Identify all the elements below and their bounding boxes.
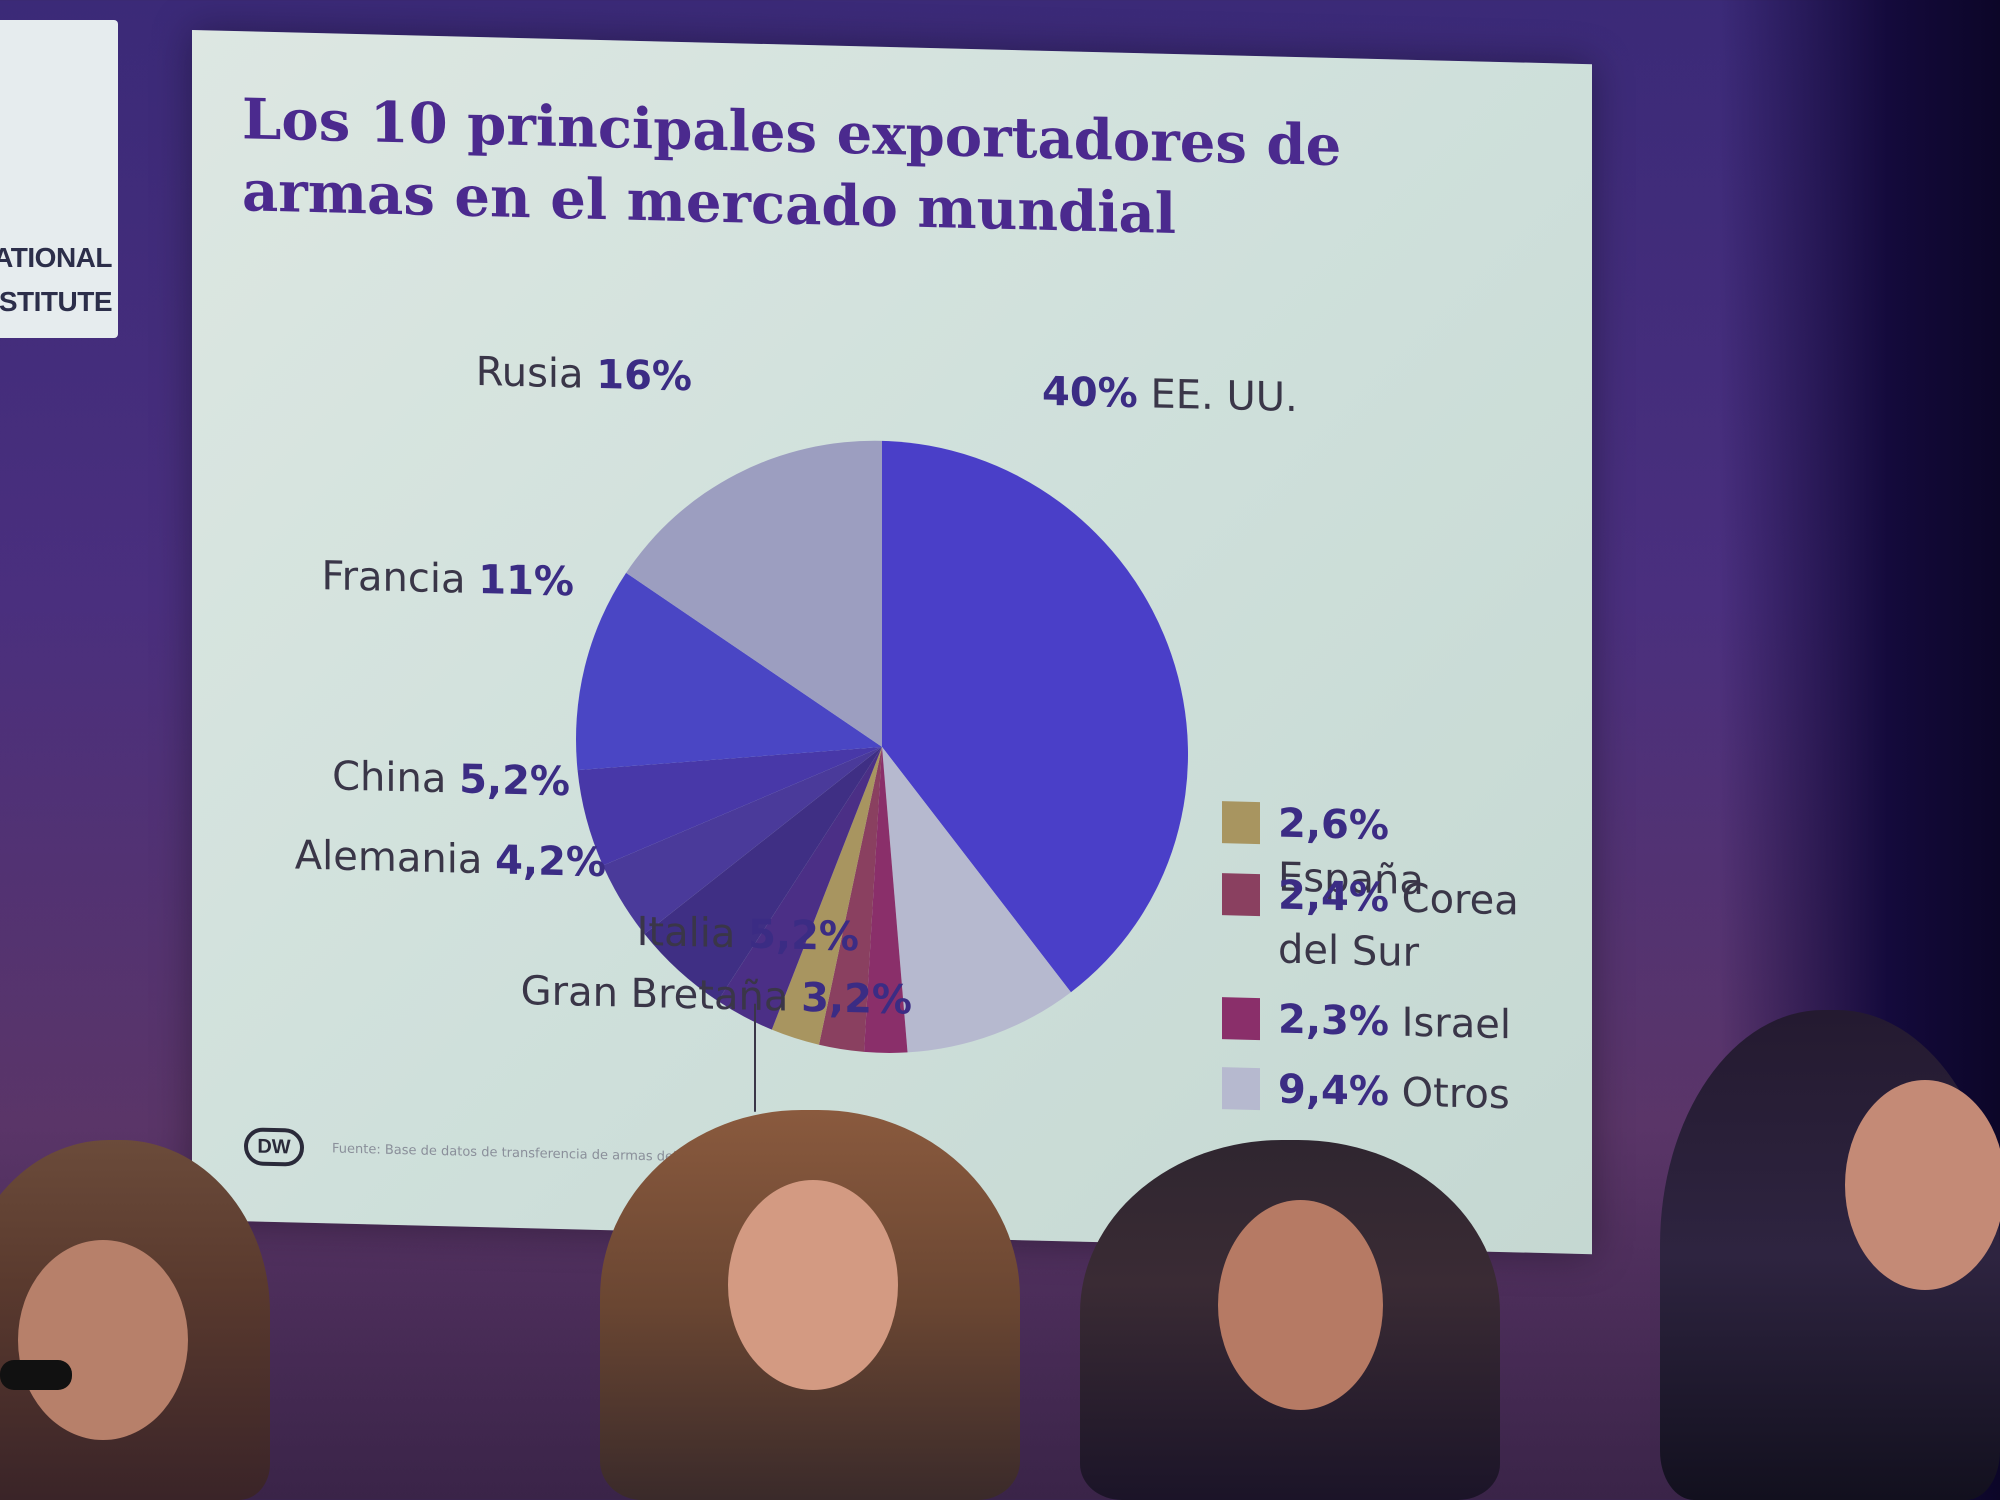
legend-swatch-israel: [1222, 997, 1260, 1041]
label-italia-pct: 5,2%: [748, 911, 859, 961]
side-banner: ATIONAL STITUTE: [0, 20, 118, 338]
legend-otros-name: Otros: [1401, 1069, 1510, 1119]
legend-espana-pct: 2,6%: [1278, 800, 1389, 850]
panelist-3-face: [1218, 1200, 1383, 1410]
label-rusia-name: Rusia: [475, 348, 584, 398]
label-gran-bretana: Gran Bretaña 3,2%: [521, 968, 912, 1024]
projected-slide: Los 10 principales exportadores de armas…: [192, 30, 1592, 1255]
label-eeuu: 40% EE. UU.: [1042, 369, 1298, 421]
label-rusia-pct: 16%: [596, 351, 692, 401]
pie-slice-china: [577, 746, 882, 866]
label-gran-bretana-name: Gran Bretaña: [520, 968, 789, 1021]
label-alemania-name: Alemania: [294, 832, 483, 884]
side-banner-line-1: ATIONAL: [0, 242, 112, 273]
pie-slice-francia: [576, 572, 882, 771]
pie-chart: [576, 440, 1188, 1112]
label-alemania-pct: 4,2%: [495, 837, 606, 887]
pie-slice-otros: [882, 746, 1071, 1053]
label-italia: Italia 5,2%: [637, 909, 859, 960]
label-gran-bretana-pct: 3,2%: [801, 974, 912, 1024]
legend-corea-pct: 2,4%: [1278, 872, 1389, 922]
pie-slice-israel: [864, 746, 908, 1053]
pie-slice-rusia: [626, 440, 882, 747]
label-francia-name: Francia: [321, 553, 466, 603]
legend-israel-pct: 2,3%: [1278, 996, 1389, 1046]
dw-logo: DW: [244, 1127, 304, 1167]
pie-slice-ee-uu: [882, 440, 1188, 993]
pie-slice-italia: [644, 746, 882, 1002]
label-rusia: Rusia 16%: [476, 349, 692, 400]
pie-slice-corea-del-sur: [819, 746, 882, 1052]
panelist-1-face: [18, 1240, 188, 1440]
label-china-pct: 5,2%: [459, 756, 570, 806]
label-china-name: China: [332, 753, 447, 803]
legend-swatch-corea: [1222, 873, 1260, 917]
label-eeuu-name: EE. UU.: [1150, 371, 1298, 422]
legend-otros-pct: 9,4%: [1278, 1066, 1389, 1116]
legend-israel-name: Israel: [1401, 999, 1511, 1049]
pie-slice-espa-a: [771, 746, 882, 1045]
label-italia-name: Italia: [636, 908, 736, 958]
legend-swatch-espana: [1222, 801, 1260, 845]
legend-swatch-otros: [1222, 1067, 1260, 1111]
label-francia: Francia 11%: [322, 553, 575, 605]
pie-slice-gran-breta-a: [717, 746, 882, 1030]
pie-slice-alemania: [602, 746, 882, 935]
microphone: [0, 1360, 72, 1390]
label-china: China 5,2%: [332, 753, 570, 805]
panelist-2-face: [728, 1180, 898, 1390]
label-alemania: Alemania 4,2%: [295, 833, 606, 887]
panelist-4-face: [1845, 1080, 2000, 1290]
side-banner-line-2: STITUTE: [0, 286, 113, 317]
label-francia-pct: 11%: [478, 556, 574, 606]
label-eeuu-pct: 40%: [1042, 368, 1138, 418]
